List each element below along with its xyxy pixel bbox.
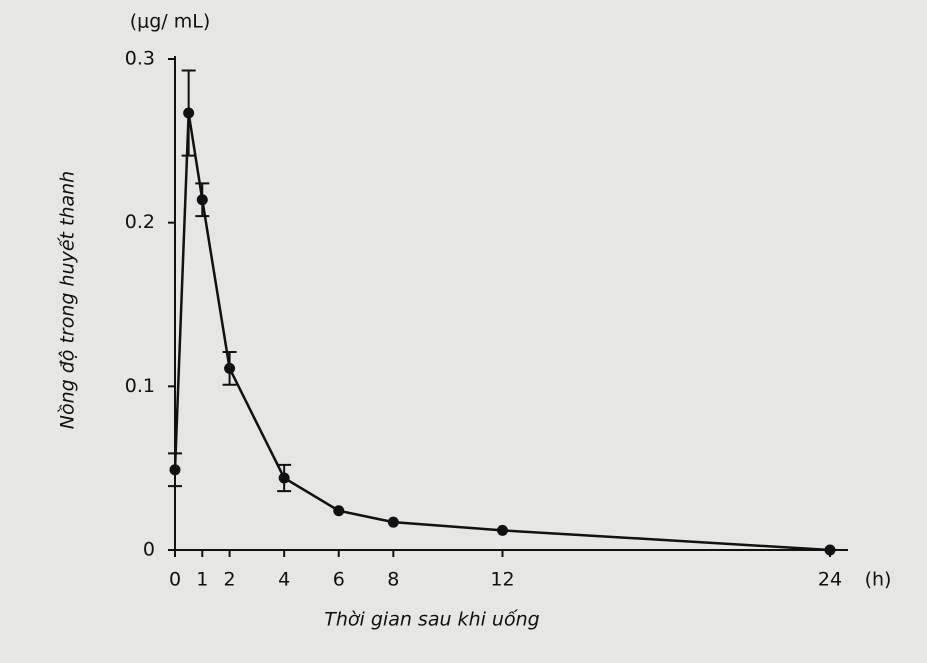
point xyxy=(169,464,181,476)
y-tick-label: 0.2 xyxy=(125,211,155,233)
point xyxy=(333,505,345,517)
point xyxy=(387,516,399,528)
x-tick-label: 24 xyxy=(818,569,842,591)
y-tick-label: 0.1 xyxy=(125,375,155,397)
x-tick-label: 4 xyxy=(278,569,290,591)
x-tick-label: 6 xyxy=(333,569,345,591)
x-tick-label: 0 xyxy=(169,569,181,591)
x-tick-label: 2 xyxy=(224,569,236,591)
y-tick-label: 0 xyxy=(143,539,155,561)
y-tick-label: 0.3 xyxy=(125,48,155,70)
point xyxy=(497,524,508,536)
point xyxy=(183,107,195,119)
x-tick-label: 8 xyxy=(387,569,399,591)
x-tick-label: 12 xyxy=(490,569,514,591)
y-axis-title: Nồng độ trong huyết thanh xyxy=(57,171,79,429)
x-unit: (h) xyxy=(865,569,892,591)
point xyxy=(196,194,208,206)
point xyxy=(278,472,290,484)
x-axis-title: Thời gian sau khi uống xyxy=(324,609,539,631)
point xyxy=(224,362,236,374)
point xyxy=(824,544,836,556)
y-unit: (μg/ mL) xyxy=(130,11,211,33)
x-tick-label: 1 xyxy=(196,569,208,591)
